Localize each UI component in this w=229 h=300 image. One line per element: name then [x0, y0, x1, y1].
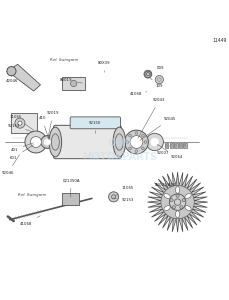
Circle shape [151, 138, 159, 146]
Circle shape [170, 199, 173, 202]
Circle shape [184, 142, 186, 145]
Bar [170, 143, 173, 148]
Circle shape [18, 121, 22, 125]
Circle shape [129, 147, 131, 150]
Text: 009: 009 [150, 66, 164, 73]
Text: 41068: 41068 [19, 216, 40, 226]
Circle shape [176, 194, 179, 197]
Text: 92153: 92153 [8, 124, 33, 132]
Circle shape [158, 78, 161, 82]
Circle shape [166, 142, 168, 145]
Text: 92007: 92007 [156, 144, 169, 155]
Circle shape [7, 67, 16, 76]
Circle shape [161, 185, 194, 219]
Bar [62, 77, 85, 90]
Circle shape [172, 206, 175, 209]
Text: 41068: 41068 [130, 92, 147, 96]
Text: 42041/A10: 42041/A10 [154, 180, 177, 187]
Circle shape [170, 142, 172, 145]
Circle shape [109, 192, 119, 202]
Circle shape [182, 199, 185, 202]
Bar [165, 143, 169, 148]
Circle shape [169, 194, 186, 210]
Circle shape [179, 145, 182, 147]
Ellipse shape [49, 127, 62, 157]
Circle shape [135, 131, 138, 134]
Text: 42046: 42046 [5, 80, 25, 84]
Bar [174, 143, 177, 148]
Bar [179, 143, 182, 148]
Text: 92043: 92043 [138, 98, 166, 138]
Circle shape [142, 147, 144, 150]
Circle shape [144, 70, 152, 78]
Circle shape [15, 118, 25, 128]
Circle shape [144, 141, 147, 143]
Circle shape [125, 130, 148, 154]
Text: 80X39: 80X39 [98, 61, 111, 72]
Text: OEM
MOTORPARTS: OEM MOTORPARTS [82, 138, 157, 162]
Ellipse shape [185, 194, 191, 199]
Circle shape [41, 136, 54, 148]
Ellipse shape [164, 206, 170, 211]
Text: 92019: 92019 [47, 111, 59, 138]
Circle shape [166, 145, 168, 147]
Text: 92046: 92046 [2, 154, 19, 175]
Text: 021350A: 021350A [63, 179, 80, 197]
Text: 11065: 11065 [116, 186, 134, 195]
Text: 601: 601 [10, 145, 34, 160]
Circle shape [175, 145, 177, 147]
Text: 92064: 92064 [158, 145, 183, 159]
Text: 11449: 11449 [212, 38, 227, 43]
Text: Ref. Swingarm: Ref. Swingarm [18, 193, 46, 196]
Circle shape [71, 80, 77, 87]
Text: Ref. Swingarm: Ref. Swingarm [50, 58, 78, 62]
Bar [11, 113, 37, 133]
Text: 92153: 92153 [114, 198, 134, 202]
Circle shape [179, 142, 182, 145]
Text: 11065: 11065 [9, 115, 34, 130]
Polygon shape [7, 64, 41, 91]
Ellipse shape [113, 127, 126, 157]
Ellipse shape [115, 134, 123, 150]
Circle shape [25, 131, 47, 153]
Ellipse shape [164, 194, 170, 199]
Circle shape [130, 136, 143, 148]
Bar [183, 143, 187, 148]
Circle shape [146, 133, 164, 151]
Circle shape [180, 206, 183, 209]
Ellipse shape [185, 206, 191, 211]
Circle shape [184, 145, 186, 147]
Circle shape [129, 134, 131, 137]
Ellipse shape [51, 134, 59, 150]
Text: 410: 410 [38, 116, 49, 140]
Circle shape [44, 139, 50, 145]
Polygon shape [147, 172, 208, 232]
Circle shape [142, 134, 144, 137]
Text: 109: 109 [150, 78, 163, 88]
Ellipse shape [176, 187, 180, 194]
Bar [62, 194, 79, 205]
FancyBboxPatch shape [54, 125, 121, 159]
Circle shape [135, 150, 138, 152]
Text: 92045: 92045 [140, 117, 176, 140]
Circle shape [175, 142, 177, 145]
Circle shape [170, 145, 172, 147]
FancyBboxPatch shape [70, 117, 120, 129]
Circle shape [155, 76, 164, 84]
Ellipse shape [176, 211, 180, 217]
Text: 401: 401 [11, 143, 33, 152]
Text: 92150: 92150 [89, 121, 101, 134]
Text: 80019: 80019 [59, 78, 82, 83]
Circle shape [126, 141, 129, 143]
Circle shape [30, 136, 41, 148]
